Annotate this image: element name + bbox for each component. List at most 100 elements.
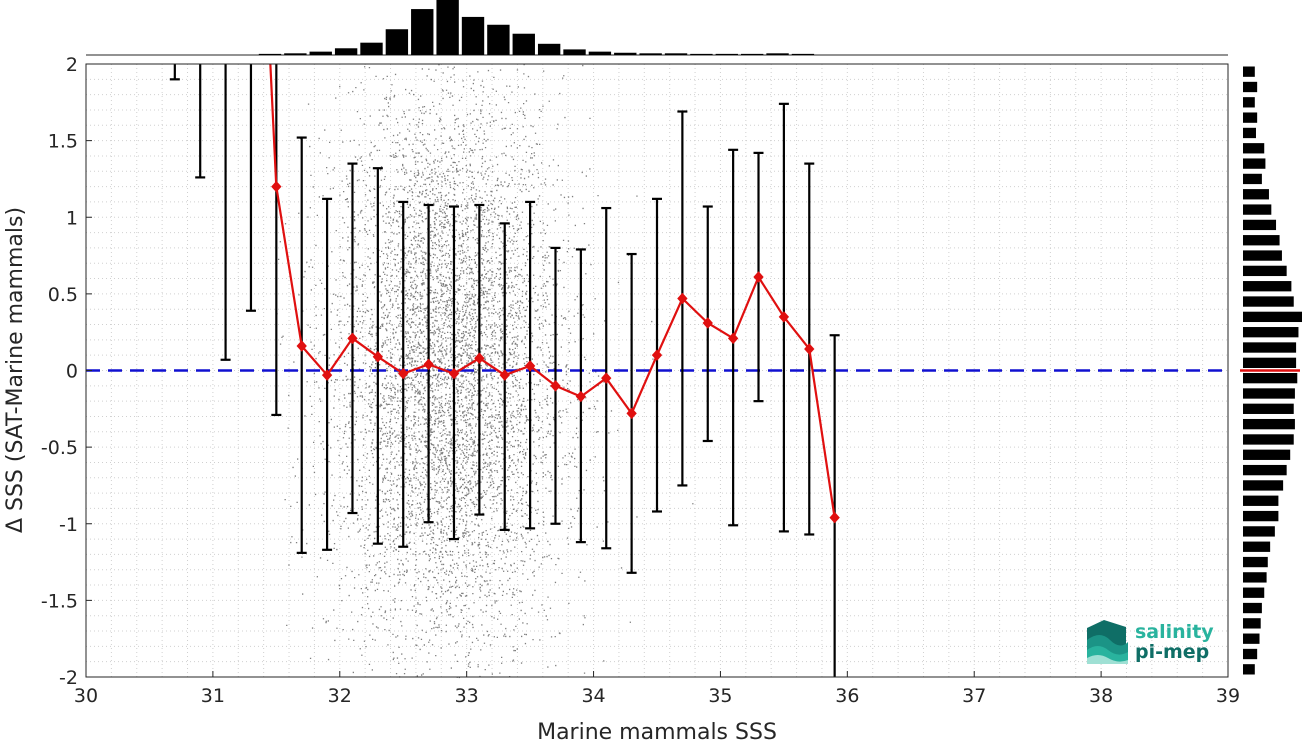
top-histogram-bar (639, 53, 662, 55)
right-histogram-bar (1243, 510, 1279, 522)
mean-marker (499, 369, 510, 381)
mean-marker (626, 407, 637, 420)
right-histogram-bar (1243, 526, 1275, 537)
y-tick-label: 0 (66, 361, 78, 383)
top-histogram-bar (512, 33, 535, 55)
right-histogram-bar (1243, 449, 1291, 460)
top-histogram-bar (385, 29, 409, 55)
right-histogram-bar (1243, 189, 1269, 200)
right-histogram-bar (1243, 219, 1277, 231)
top-histogram-bar (436, 0, 459, 55)
right-histogram-bar (1243, 464, 1287, 476)
mean-marker (575, 390, 587, 403)
right-histogram-bar (1243, 480, 1284, 491)
x-tick-label: 37 (962, 685, 986, 707)
mean-marker (372, 350, 384, 363)
x-tick-label: 31 (201, 685, 225, 707)
right-histogram-bar (1243, 648, 1258, 660)
top-histogram-bar (411, 9, 434, 55)
mean-marker (753, 271, 764, 283)
top-histogram-bar (537, 43, 561, 55)
wave-logo-icon (1087, 620, 1128, 664)
right-histogram-bar (1243, 173, 1262, 185)
y-tick-label: 1 (66, 207, 78, 229)
mean-line (269, 64, 836, 518)
right-histogram-bar (1243, 618, 1261, 629)
mean-marker (321, 369, 333, 381)
right-histogram-bar (1243, 556, 1268, 568)
top-histogram-bar (461, 16, 485, 56)
logo-line1: salinity (1135, 621, 1214, 643)
right-histogram-bar (1243, 143, 1265, 154)
top-histogram-bar (791, 53, 815, 55)
top-histogram (86, 0, 1228, 56)
right-histogram-bar (1243, 158, 1266, 169)
mean-marker (423, 358, 434, 371)
right-histogram-bar (1243, 296, 1294, 307)
top-histogram-bar (588, 51, 612, 55)
right-histogram-bar (1243, 403, 1294, 414)
y-tick-label: -0.5 (41, 437, 78, 459)
y-tick-label: 0.5 (48, 284, 78, 306)
top-histogram-bar (487, 24, 510, 55)
right-histogram-bar (1243, 388, 1295, 399)
right-histogram-bar (1243, 311, 1302, 323)
mean-marker (651, 349, 663, 361)
right-histogram-bar (1243, 587, 1265, 598)
y-tick-label: 1.5 (48, 131, 78, 153)
y-tick-label: -2 (59, 667, 78, 689)
y-tick-label: 2 (66, 54, 78, 76)
right-histogram-bar (1243, 434, 1294, 445)
right-histogram-bar (1243, 373, 1298, 384)
top-histogram-bar (284, 53, 307, 55)
right-histogram-bar (1243, 357, 1297, 368)
right-histogram-bar (1243, 66, 1255, 77)
logo-line2: pi-mep (1135, 641, 1209, 663)
mean-marker (829, 511, 840, 524)
top-histogram-bar (664, 53, 688, 55)
right-histogram-bar (1243, 327, 1299, 338)
x-axis-label: Marine mammals SSS (537, 720, 777, 742)
top-histogram-bar (309, 51, 332, 55)
x-tick-label: 34 (581, 685, 605, 707)
top-histogram-bar (258, 53, 282, 55)
top-histogram-bar (766, 53, 789, 55)
right-histogram-bar (1243, 204, 1272, 215)
right-histogram-bar (1243, 112, 1258, 123)
right-histogram-bar (1243, 127, 1256, 139)
mean-marker (448, 367, 460, 380)
mean-marker (727, 332, 739, 345)
x-tick-label: 32 (328, 685, 352, 707)
mean-marker (474, 352, 485, 364)
right-histogram (1240, 66, 1302, 675)
x-tick-label: 35 (708, 685, 732, 707)
top-histogram-bar (360, 42, 383, 55)
binned-mean-line (269, 64, 840, 524)
right-histogram-bar (1243, 633, 1260, 644)
mean-marker (804, 343, 815, 355)
right-histogram-bar (1243, 281, 1292, 292)
mean-marker (347, 332, 358, 345)
mean-marker (550, 380, 561, 392)
right-histogram-bar (1243, 250, 1282, 261)
right-histogram-bar (1243, 495, 1279, 506)
y-axis-ticks: -2 -1.5 -1 -0.5 0 0.5 1 1.5 2 (41, 54, 92, 689)
right-histogram-bar (1243, 265, 1287, 277)
right-histogram-bar (1243, 572, 1267, 583)
y-tick-label: -1.5 (41, 590, 78, 612)
y-axis-label: Δ SSS (SAT-Marine mammals) (3, 207, 28, 533)
right-histogram-bar (1243, 97, 1255, 108)
y-tick-label: -1 (59, 514, 78, 536)
mean-marker (296, 340, 307, 352)
top-histogram-bar (614, 52, 637, 55)
top-histogram-bar (740, 53, 764, 55)
right-histogram-bar (1243, 418, 1295, 430)
top-histogram-bar (690, 53, 713, 55)
right-histogram-bar (1243, 235, 1280, 246)
right-histogram-bar (1243, 602, 1262, 614)
x-tick-label: 30 (74, 685, 98, 707)
top-histogram-bar (334, 48, 358, 55)
right-histogram-bar (1243, 342, 1297, 353)
x-tick-label: 38 (1089, 685, 1113, 707)
